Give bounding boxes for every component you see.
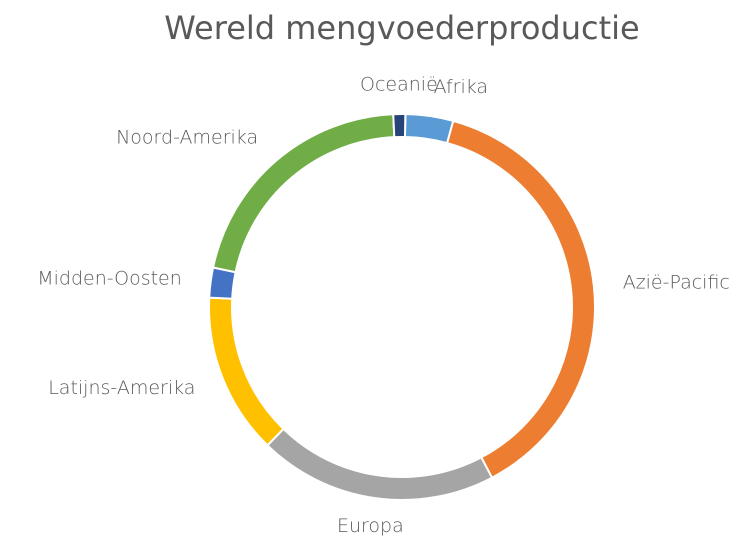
legend-label: Latijns-Amerika (48, 377, 195, 399)
legend-label: Noord-Amerika (116, 126, 258, 148)
legend-label: Afrika (434, 76, 488, 98)
donut-segment (392, 113, 407, 139)
donut-segment (266, 427, 494, 501)
legend-label: Oceanië (360, 74, 438, 96)
donut-segment (403, 113, 455, 145)
donut-segment (445, 119, 596, 480)
legend-label: Midden-Oosten (37, 267, 182, 289)
chart-title: Wereld mengvoederproductie (164, 9, 639, 47)
legend-label: Azië-Pacific (623, 272, 730, 294)
donut-segment (208, 296, 285, 447)
legend-label: Europa (337, 515, 404, 537)
